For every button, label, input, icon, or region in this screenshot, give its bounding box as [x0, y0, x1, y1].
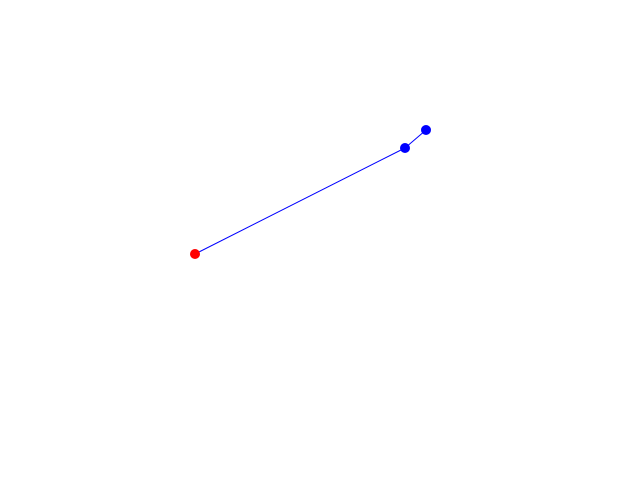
- node-start: [190, 249, 200, 259]
- node-mid: [400, 143, 410, 153]
- node-end: [421, 125, 431, 135]
- edge-start-mid: [194, 147, 406, 255]
